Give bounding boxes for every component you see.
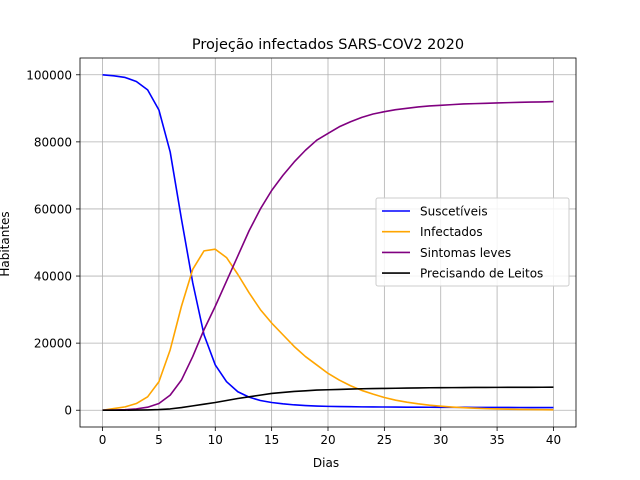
x-tick-label: 10 <box>208 433 223 447</box>
x-tick-label: 30 <box>433 433 448 447</box>
chart-title: Projeção infectados SARS-COV2 2020 <box>192 37 464 53</box>
series-line-3 <box>102 386 554 412</box>
x-tick-label: 40 <box>546 433 561 447</box>
y-tick-label: 100000 <box>26 68 72 82</box>
legend-box <box>375 197 570 287</box>
plot-area: 0 5 10 15 20 25 30 35 40 0 20000 40000 60000 80000 100… <box>26 57 577 447</box>
legend-label-0: Suscetíveis <box>420 205 488 219</box>
series-line-0 <box>102 73 554 409</box>
y-tick-label: 40000 <box>34 270 72 284</box>
legend-label-1: Infectados <box>420 225 483 239</box>
series-line-2 <box>102 100 554 412</box>
x-tick-label: 0 <box>99 433 107 447</box>
x-tick-label: 20 <box>320 433 335 447</box>
x-tick-label: 15 <box>264 433 279 447</box>
y-tick-label: 80000 <box>34 135 72 149</box>
legend-label-2: Sintomas leves <box>420 246 511 260</box>
x-tick-label: 5 <box>155 433 163 447</box>
y-axis-label: Habitantes <box>0 211 12 276</box>
legend: Suscetíveis Infectados Sintomas leves Preci… <box>375 197 570 287</box>
x-tick-label: 35 <box>489 433 504 447</box>
y-tick-label: 60000 <box>34 202 72 216</box>
y-tick-label: 20000 <box>34 337 72 351</box>
x-tick-label: 25 <box>377 433 392 447</box>
x-axis-label: Dias <box>313 456 339 470</box>
y-tick-label: 0 <box>64 404 72 418</box>
legend-label-3: Precisando de Leitos <box>420 267 543 281</box>
series-line-1 <box>102 248 554 412</box>
